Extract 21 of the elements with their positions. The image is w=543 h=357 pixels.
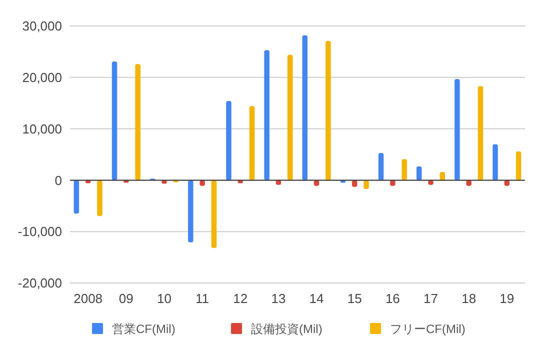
x-tick-label: 11 bbox=[196, 291, 210, 306]
x-tick-label: 10 bbox=[157, 291, 172, 306]
legend-label: フリーCF(Mil) bbox=[390, 322, 466, 336]
x-tick-label: 14 bbox=[309, 291, 324, 306]
x-tick-label: 18 bbox=[462, 291, 476, 306]
x-tick-label: 16 bbox=[385, 291, 400, 306]
y-tick-label: 0 bbox=[54, 172, 62, 188]
x-tick-label: 17 bbox=[424, 291, 438, 306]
y-tick-label: 10,000 bbox=[22, 121, 62, 136]
x-tick-label: 15 bbox=[347, 291, 362, 306]
x-tick-label: 09 bbox=[118, 291, 134, 306]
legend-label: 営業CF(Mil) bbox=[112, 322, 176, 336]
y-tick-label: -10,000 bbox=[18, 224, 62, 240]
x-tick-label: 13 bbox=[271, 291, 286, 306]
x-tick-label: 19 bbox=[500, 291, 514, 306]
x-tick-label: 2008 bbox=[74, 291, 103, 306]
legend-label: 設備投資(Mil) bbox=[251, 322, 322, 336]
y-tick-label: 30,000 bbox=[22, 18, 62, 34]
y-tick-label: -20,000 bbox=[18, 276, 62, 291]
y-tick-label: 20,000 bbox=[22, 70, 62, 85]
x-tick-label: 12 bbox=[233, 291, 248, 306]
